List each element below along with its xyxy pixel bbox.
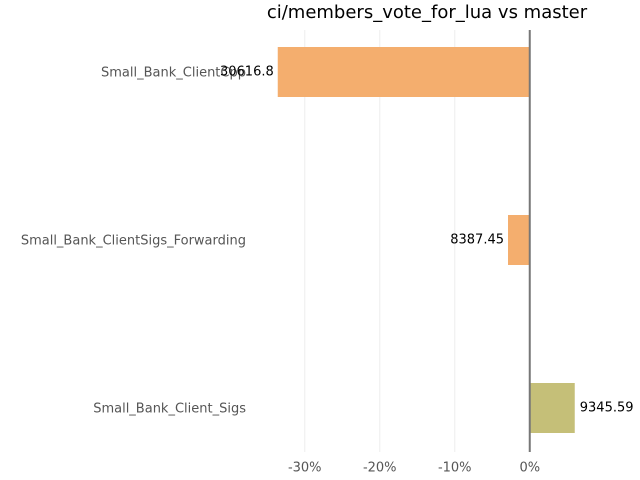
x-tick-label: 0%	[519, 461, 540, 476]
x-tick-label: -10%	[438, 461, 472, 476]
x-tick-label: -30%	[288, 461, 322, 476]
bar-label: 9345.59	[580, 401, 634, 416]
bar	[277, 47, 530, 97]
x-tick-label: -20%	[363, 461, 397, 476]
y-tick-label: Small_Bank_Client_Sigs	[93, 402, 246, 417]
chart-title: ci/members_vote_for_lua vs master	[267, 2, 588, 23]
y-tick-label: Small_Bank_ClientSigs_Forwarding	[21, 234, 246, 249]
bar	[508, 215, 530, 265]
bar-label: 8387.45	[450, 233, 504, 248]
y-tick-label: Small_Bank_ClientCpp	[101, 66, 246, 81]
bar	[529, 383, 575, 433]
bar-label: 30616.8	[220, 65, 274, 80]
